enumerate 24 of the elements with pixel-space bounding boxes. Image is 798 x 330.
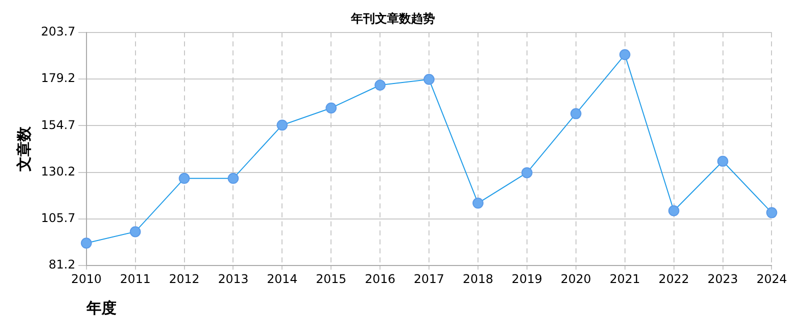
x-tick-label: 2012 [168,272,200,286]
x-tick-label: 2020 [560,272,592,286]
y-axis-title: 文章数 [14,126,33,172]
x-tick-label: 2018 [462,272,494,286]
y-tick-label: 154.7 [40,118,76,132]
x-tick-label: 2023 [708,272,738,286]
y-tick-label: 203.7 [40,24,76,39]
y-tick-label: 130.2 [40,164,76,178]
y-tick-label: 81.2 [48,258,76,272]
x-axis-title: 年度 [85,298,116,317]
x-tick-label: 2024 [756,272,788,286]
x-tick-label: 2022 [658,272,690,286]
x-tick-label: 2019 [512,272,542,286]
y-tick-label: 179.2 [40,71,76,86]
x-tick-label: 2010 [71,272,102,286]
x-tick-label: 2016 [364,272,396,286]
x-tick-label: 2013 [218,272,248,286]
x-tick-label: 2011 [120,272,151,286]
chart-title: 年刊文章数趋势 [350,11,435,26]
x-tick-label: 2014 [266,272,298,286]
x-tick-label: 2015 [316,272,346,286]
x-tick-label: 2021 [610,272,640,286]
x-tick-label: 2017 [414,272,444,286]
y-tick-label: 105.7 [40,211,76,226]
